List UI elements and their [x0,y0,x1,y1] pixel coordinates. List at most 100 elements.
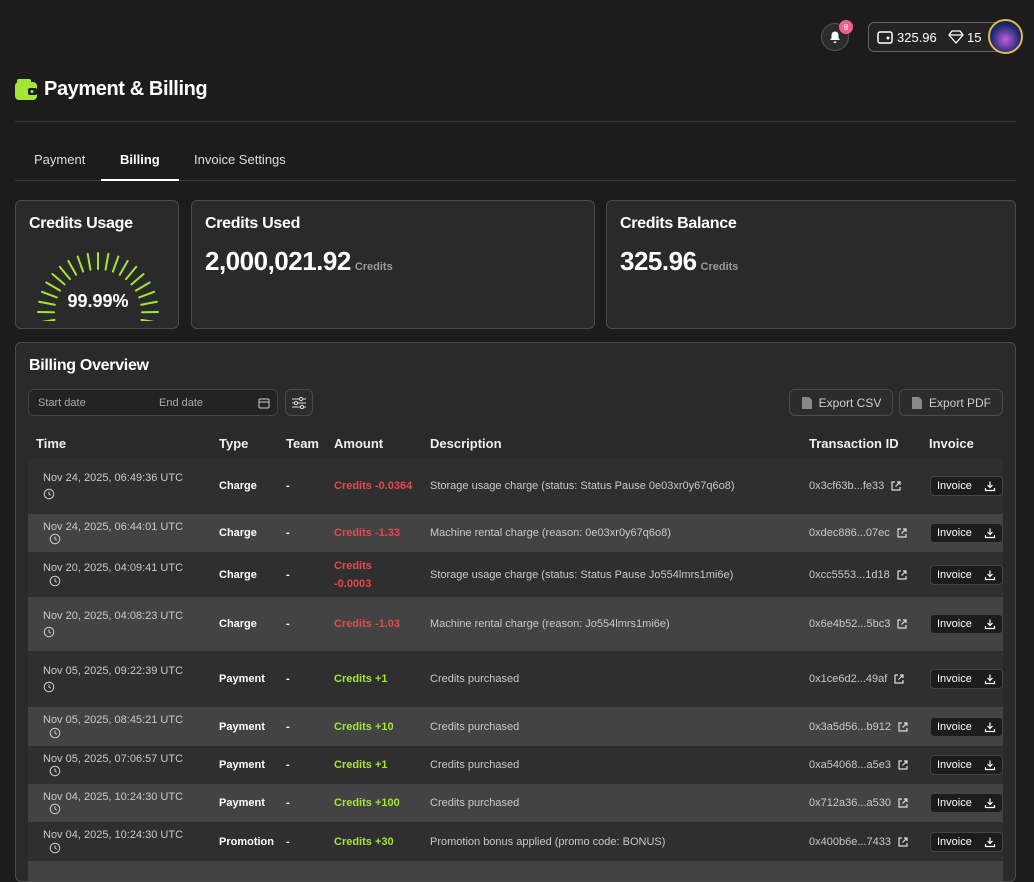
description: Credits purchased [430,784,800,822]
invoice-button[interactable]: Invoice [930,755,1003,775]
clock-icon [43,681,55,693]
column-header: Description [430,436,502,451]
invoice-label: Invoice [937,673,972,685]
column-header: Invoice [929,436,974,451]
export-csv[interactable]: Export CSV [789,389,893,416]
table-row: Nov 05, 2025, 09:22:39 UTCPayment-Credit… [28,651,1003,707]
amount: Credits -0.0364 [334,458,424,514]
invoice-button[interactable]: Invoice [930,793,1003,813]
card-unit: Credits [701,261,739,273]
download-icon [984,480,996,492]
type: Payment [219,746,265,784]
clock-wrap [43,533,61,545]
clock-icon [49,765,61,777]
external-link-icon [897,836,909,848]
usage-value: 99.99% [16,291,180,312]
transaction-text: 0x6e4b52...5bc3 [809,618,890,630]
file-icon [801,396,813,410]
team: - [286,552,290,597]
time-cell: Nov 04, 2025, 10:24:30 UTC [43,784,193,822]
invoice-button[interactable]: Invoice [930,476,1003,496]
invoice-button[interactable]: Invoice [930,565,1003,585]
column-header: Team [286,436,319,451]
external-link-icon [897,797,909,809]
table-row: Nov 24, 2025, 06:49:36 UTC Charge-Credits… [28,458,1003,514]
invoice-cell: Invoice [930,597,1003,651]
gauge-tick [106,254,109,270]
table-row: Nov 04, 2025, 10:24:30 UTCPromotion-Cred… [28,822,1003,861]
transaction-id: 0xdec886...07ec [809,514,908,552]
invoice-cell: Invoice [930,746,1003,784]
balance-card: Credits Balance 325.96Credits [606,200,1016,329]
time-cell: Nov 20, 2025, 04:09:41 UTC [43,552,193,597]
date-range[interactable]: Start date End date [28,389,278,416]
start-date: Start date [38,397,86,409]
clock-icon [49,842,61,854]
type: Charge [219,458,257,514]
page-icon [15,79,39,101]
tab[interactable]: Billing [120,152,160,167]
invoice-button[interactable]: Invoice [930,523,1003,543]
gauge-tick [126,267,136,279]
team: - [286,597,290,651]
invoice-button[interactable]: Invoice [930,717,1003,737]
team: - [286,784,290,822]
type: Charge [219,597,257,651]
amount: Credits -1.03 [334,597,424,651]
team: - [286,651,290,707]
time: Nov 04, 2025, 10:24:30 UTC [43,791,183,803]
gauge-tick [68,261,76,275]
transaction-id: 0x6e4b52...5bc3 [809,597,908,651]
description: Credits purchased [430,707,800,746]
clock-wrap [43,803,61,815]
external-link-icon [896,569,908,581]
invoice-button[interactable]: Invoice [930,832,1003,852]
transaction-text: 0xdec886...07ec [809,527,890,539]
gauge-tick [46,282,60,290]
invoice-label: Invoice [937,836,972,848]
filter-button[interactable] [285,389,313,416]
time: Nov 24, 2025, 06:49:36 UTC [43,472,183,484]
tab-underline [101,179,179,181]
time-cell: Nov 24, 2025, 06:44:01 UTC [43,514,193,552]
type: Charge [219,552,257,597]
clock-wrap [43,765,61,777]
description: Promotion bonus applied (promo code: BON… [430,822,800,861]
table-row: Nov 20, 2025, 04:08:23 UTCCharge-Credits… [28,597,1003,651]
invoice-cell: Invoice [930,784,1003,822]
team: - [286,746,290,784]
description: Storage usage charge (status: Status Pau… [430,458,800,514]
column-header: Amount [334,436,383,451]
export-pdf[interactable]: Export PDF [899,389,1003,416]
amount: Credits +10 [334,707,424,746]
invoice-button[interactable]: Invoice [930,614,1003,634]
invoice-label: Invoice [937,569,972,581]
clock-wrap [43,841,61,853]
tab[interactable]: Invoice Settings [194,152,286,167]
transaction-text: 0x712a36...a530 [809,797,891,809]
amount: Credits -1.33 [334,514,424,552]
tab[interactable]: Payment [34,152,85,167]
notification-button[interactable]: 8 [821,23,849,51]
time-cell: Nov 05, 2025, 09:22:39 UTC [43,651,193,707]
time: Nov 04, 2025, 10:24:30 UTC [43,829,183,841]
transaction-id: 0xa54068...a5e3 [809,746,909,784]
download-icon [984,569,996,581]
transaction-text: 0xcc5553...1d18 [809,569,890,581]
clock-wrap [37,680,187,692]
table-row [28,861,1003,881]
gauge-tick [60,267,70,279]
team: - [286,458,290,514]
type: Payment [219,651,265,707]
invoice-cell: Invoice [930,707,1003,746]
external-link-icon [890,480,902,492]
description: Credits purchased [430,746,800,784]
time: Nov 20, 2025, 04:09:41 UTC [43,562,183,574]
transaction-id: 0x400b6e...7433 [809,822,909,861]
avatar[interactable] [988,19,1023,54]
gem-icon [947,29,965,45]
description: Storage usage charge (status: Status Pau… [430,552,800,597]
invoice-button[interactable]: Invoice [930,669,1003,689]
table-row: Nov 24, 2025, 06:44:01 UTCCharge-Credits… [28,514,1003,552]
wallet-pill[interactable]: 325.96 15 [868,22,1008,52]
